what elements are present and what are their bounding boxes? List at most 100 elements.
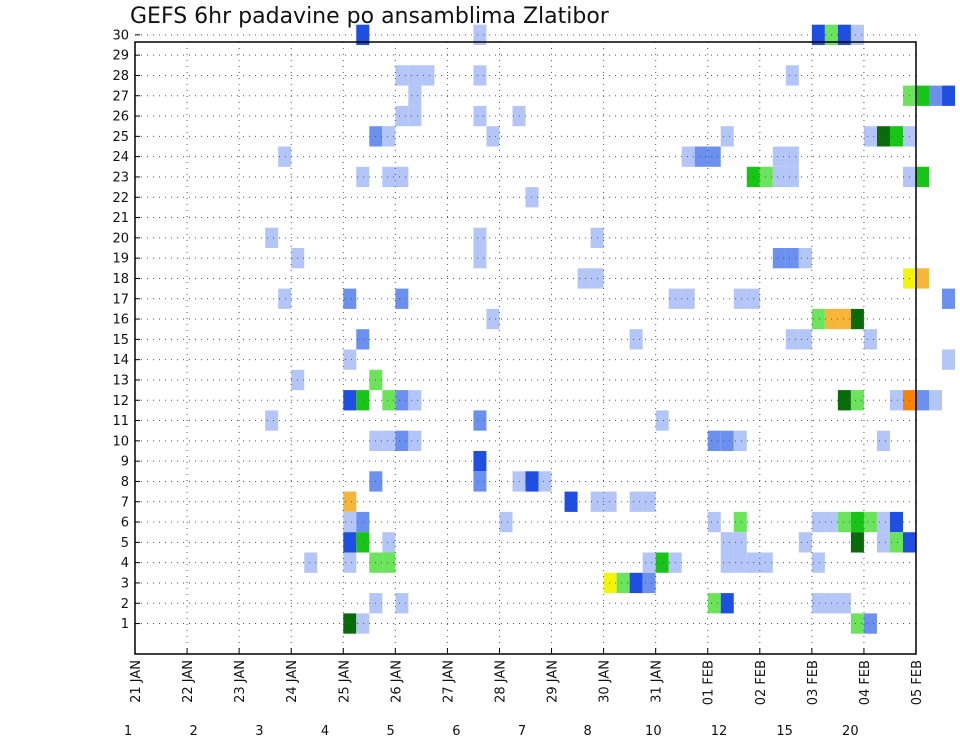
x-tick-label: 29 JAN [546,660,561,703]
heatmap-cell [603,572,617,594]
heatmap-cell [278,146,292,167]
y-tick-label: 11 [112,414,129,429]
heatmap-cell [642,491,656,512]
heatmap-cell [382,126,396,147]
heatmap-cell [629,329,643,350]
y-tick-label: 17 [112,292,129,307]
heatmap-cell [525,187,539,208]
heatmap-cell [876,430,890,451]
heatmap-cell [733,552,747,573]
legend-label: 15 [776,724,793,739]
heatmap-cell [916,390,930,411]
heatmap-cell [356,390,370,411]
legend-label: 10 [645,724,662,739]
heatmap-cell [343,532,357,553]
heatmap-cell [889,532,903,553]
legend-label: 20 [842,724,859,739]
heatmap-cell [707,146,721,167]
legend-label: 1 [124,724,132,739]
heatmap-cell [473,105,487,127]
heatmap-cell [720,532,734,553]
heatmap-cell [499,511,513,533]
heatmap-cell [785,248,799,269]
heatmap-cell [408,65,422,86]
y-tick-label: 26 [112,110,129,125]
heatmap-cell [850,511,864,533]
heatmap-cell [473,227,487,248]
heatmap-cell [473,471,487,492]
heatmap-cell [733,430,747,451]
heatmap-cell [850,532,864,553]
heatmap-cell [538,471,552,492]
heatmap-cell [876,511,890,533]
heatmap-cell [343,511,357,533]
heatmap-cell [929,85,943,106]
heatmap-cell [733,532,747,553]
y-tick-label: 18 [112,272,129,287]
heatmap-cell [876,126,890,147]
heatmap-cell [473,451,487,472]
x-tick-label: 30 JAN [598,660,613,703]
x-tick-label: 26 JAN [389,660,404,703]
heatmap-cell [798,532,812,553]
heatmap-cell [720,552,734,573]
heatmap-cell [916,166,930,188]
y-tick-label: 7 [121,495,129,510]
heatmap-cell [863,329,877,350]
heatmap-cell [772,146,786,167]
heatmap-cell [525,471,539,492]
y-tick-label: 28 [112,69,129,84]
heatmap-cell [889,126,903,147]
y-tick-label: 14 [112,353,129,368]
x-tick-label: 04 FEB [858,660,873,705]
y-tick-label: 12 [112,394,129,409]
heatmap-cell [265,410,279,431]
heatmap-cell [564,491,578,512]
x-tick-label: 01 FEB [702,660,717,705]
heatmap-cell [850,24,864,45]
heatmap-cell [694,146,708,167]
heatmap-cell [785,329,799,350]
heatmap-cell [876,532,890,553]
heatmap-cell [382,430,396,451]
heatmap-cell [772,248,786,269]
heatmap-cell [837,308,851,330]
y-tick-label: 27 [112,89,129,104]
heatmap-cell [785,146,799,167]
heatmap-cell [681,146,695,167]
heatmap-cell [408,105,422,127]
heatmap-cell [603,491,617,512]
heatmap-cell [382,166,396,188]
x-tick-label: 24 JAN [285,660,300,703]
x-tick-label: 23 JAN [233,660,248,703]
heatmap-cell [889,390,903,411]
legend-label: 2 [190,724,198,739]
y-tick-label: 3 [121,576,129,591]
y-tick-label: 25 [112,130,129,145]
heatmap-cell [889,511,903,533]
heatmap-cell [942,349,956,370]
heatmap-cell [343,491,357,512]
x-tick-label: 31 JAN [650,660,665,703]
heatmap-cell [395,430,409,451]
heatmap-cell [863,126,877,147]
y-tick-label: 29 [112,49,129,64]
y-tick-label: 21 [112,211,129,226]
heatmap-cell [265,227,279,248]
y-tick-label: 23 [112,170,129,185]
legend-label: 5 [387,724,395,739]
y-tick-label: 13 [112,373,129,388]
heatmap-cell [811,552,825,573]
heatmap-cell [942,85,956,106]
heatmap-cell [395,65,409,86]
heatmap-cell [421,65,435,86]
heatmap-cell [863,613,877,634]
heatmap-cell [278,288,292,309]
y-tick-label: 19 [112,252,129,267]
legend-label: 6 [452,724,460,739]
heatmap-cell [343,288,357,309]
heatmap-cell [304,552,318,573]
heatmap-cell [356,24,370,45]
heatmap-cell [642,552,656,573]
